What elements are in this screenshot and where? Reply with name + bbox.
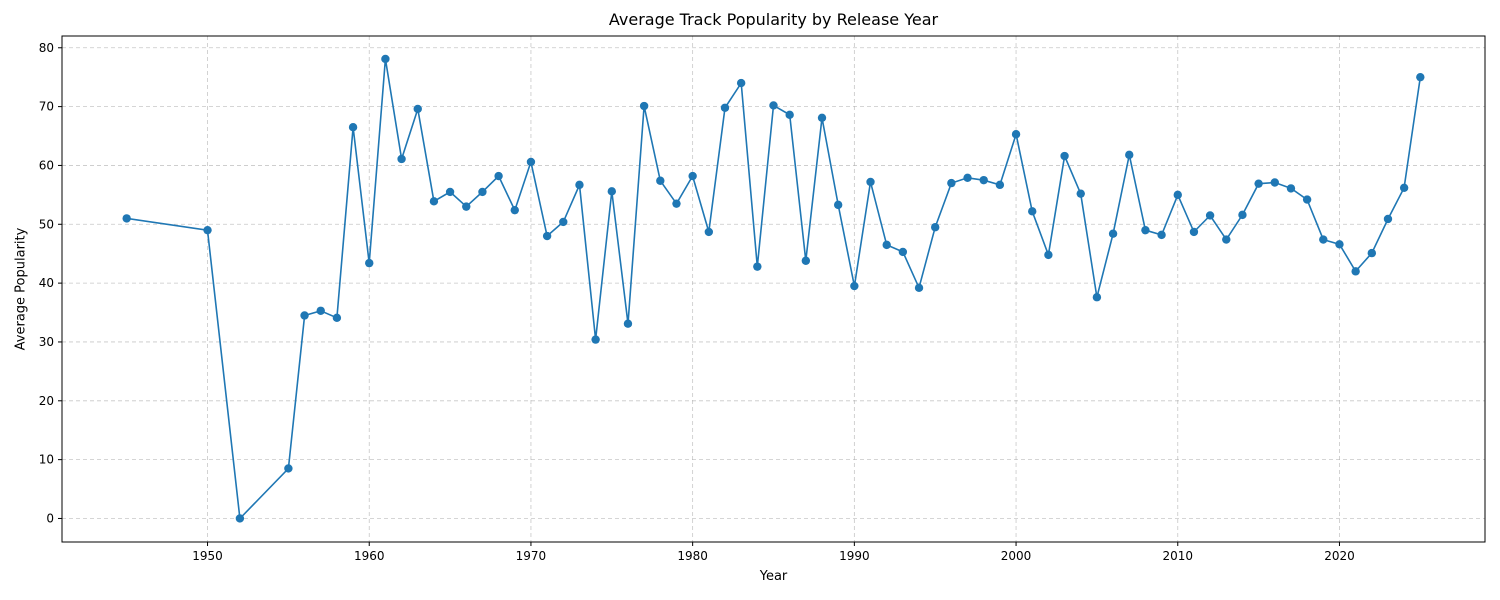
data-point bbox=[542, 231, 552, 241]
data-point bbox=[1222, 235, 1231, 244]
data-point bbox=[445, 187, 455, 197]
x-tick-label: 1960 bbox=[354, 549, 385, 563]
data-point bbox=[510, 205, 519, 215]
data-point bbox=[1319, 235, 1328, 244]
y-axis-label: Average Popularity bbox=[13, 227, 29, 351]
data-point bbox=[866, 177, 875, 187]
data-point bbox=[963, 173, 972, 182]
y-tick-label: 30 bbox=[39, 335, 54, 349]
data-point bbox=[704, 227, 714, 237]
data-point bbox=[736, 78, 746, 88]
data-point bbox=[914, 283, 924, 293]
data-point bbox=[1399, 183, 1409, 192]
data-point bbox=[348, 122, 358, 132]
data-point bbox=[979, 175, 988, 185]
y-tick-label: 50 bbox=[39, 217, 54, 231]
data-point bbox=[462, 202, 471, 211]
data-point bbox=[785, 110, 794, 120]
data-point bbox=[316, 306, 325, 315]
data-point bbox=[365, 258, 374, 268]
data-point bbox=[284, 464, 293, 473]
data-point bbox=[769, 101, 778, 110]
data-point bbox=[1157, 230, 1166, 240]
data-point bbox=[623, 319, 633, 328]
x-tick-label: 1990 bbox=[839, 549, 870, 563]
data-point bbox=[817, 113, 827, 122]
x-tick-label: 1950 bbox=[192, 549, 223, 563]
data-point bbox=[1383, 214, 1393, 224]
x-axis-label: Year bbox=[759, 569, 788, 584]
data-point bbox=[591, 335, 600, 344]
data-point bbox=[1351, 267, 1360, 276]
data-point bbox=[607, 187, 616, 196]
data-point bbox=[850, 281, 859, 291]
data-point bbox=[429, 197, 439, 206]
y-tick-label: 70 bbox=[39, 100, 54, 114]
y-tick-label: 40 bbox=[39, 276, 54, 290]
series-line bbox=[126, 58, 1422, 521]
data-point bbox=[1189, 227, 1199, 237]
data-point bbox=[1238, 210, 1247, 220]
data-point bbox=[122, 214, 131, 223]
data-point bbox=[1416, 72, 1425, 82]
data-point bbox=[1205, 211, 1215, 220]
data-point bbox=[413, 104, 422, 114]
data-point bbox=[1125, 150, 1134, 160]
data-point bbox=[1286, 184, 1296, 193]
data-point bbox=[478, 187, 487, 197]
data-point bbox=[1270, 178, 1279, 187]
data-point bbox=[494, 171, 503, 181]
data-point bbox=[526, 157, 536, 167]
data-point bbox=[1335, 240, 1344, 249]
x-tick-label: 2020 bbox=[1324, 549, 1355, 563]
data-point bbox=[672, 199, 681, 208]
data-point bbox=[1141, 225, 1150, 235]
data-point bbox=[300, 311, 309, 320]
chart-title: Average Track Popularity by Release Year bbox=[608, 10, 939, 29]
data-point bbox=[1108, 229, 1118, 238]
data-point bbox=[1367, 248, 1377, 258]
data-point bbox=[1028, 207, 1037, 216]
data-point bbox=[753, 262, 762, 271]
data-point bbox=[332, 313, 342, 323]
data-point bbox=[381, 54, 390, 64]
y-tick-label: 60 bbox=[39, 158, 54, 172]
plot-frame bbox=[61, 35, 1486, 543]
y-tick-label: 20 bbox=[39, 394, 54, 408]
data-point bbox=[559, 217, 568, 227]
y-tick-label: 10 bbox=[39, 453, 54, 467]
data-point bbox=[1044, 250, 1053, 260]
data-point bbox=[833, 200, 843, 210]
data-point bbox=[397, 154, 406, 164]
data-point bbox=[1060, 151, 1069, 161]
data-point bbox=[575, 180, 584, 190]
data-point bbox=[1173, 190, 1182, 200]
data-point bbox=[882, 240, 891, 250]
data-point bbox=[235, 514, 245, 523]
data-point bbox=[1011, 130, 1021, 139]
y-tick-label: 0 bbox=[46, 511, 54, 525]
data-point bbox=[203, 225, 212, 235]
y-tick-label: 80 bbox=[39, 41, 54, 55]
x-tick-label: 2010 bbox=[1162, 549, 1193, 563]
data-point bbox=[639, 101, 649, 111]
data-point bbox=[1092, 293, 1102, 302]
data-point bbox=[656, 176, 665, 185]
data-point bbox=[1302, 195, 1312, 204]
data-point bbox=[947, 178, 956, 188]
data-point bbox=[688, 171, 697, 181]
data-point bbox=[931, 223, 940, 232]
x-tick-label: 1980 bbox=[677, 549, 708, 563]
data-point bbox=[1254, 179, 1263, 188]
data-point bbox=[720, 103, 730, 112]
data-point bbox=[1076, 189, 1085, 198]
data-point bbox=[801, 256, 811, 265]
data-point bbox=[898, 247, 908, 257]
x-tick-label: 2000 bbox=[1001, 549, 1032, 563]
data-point bbox=[995, 180, 1005, 190]
x-tick-label: 1970 bbox=[516, 549, 547, 563]
